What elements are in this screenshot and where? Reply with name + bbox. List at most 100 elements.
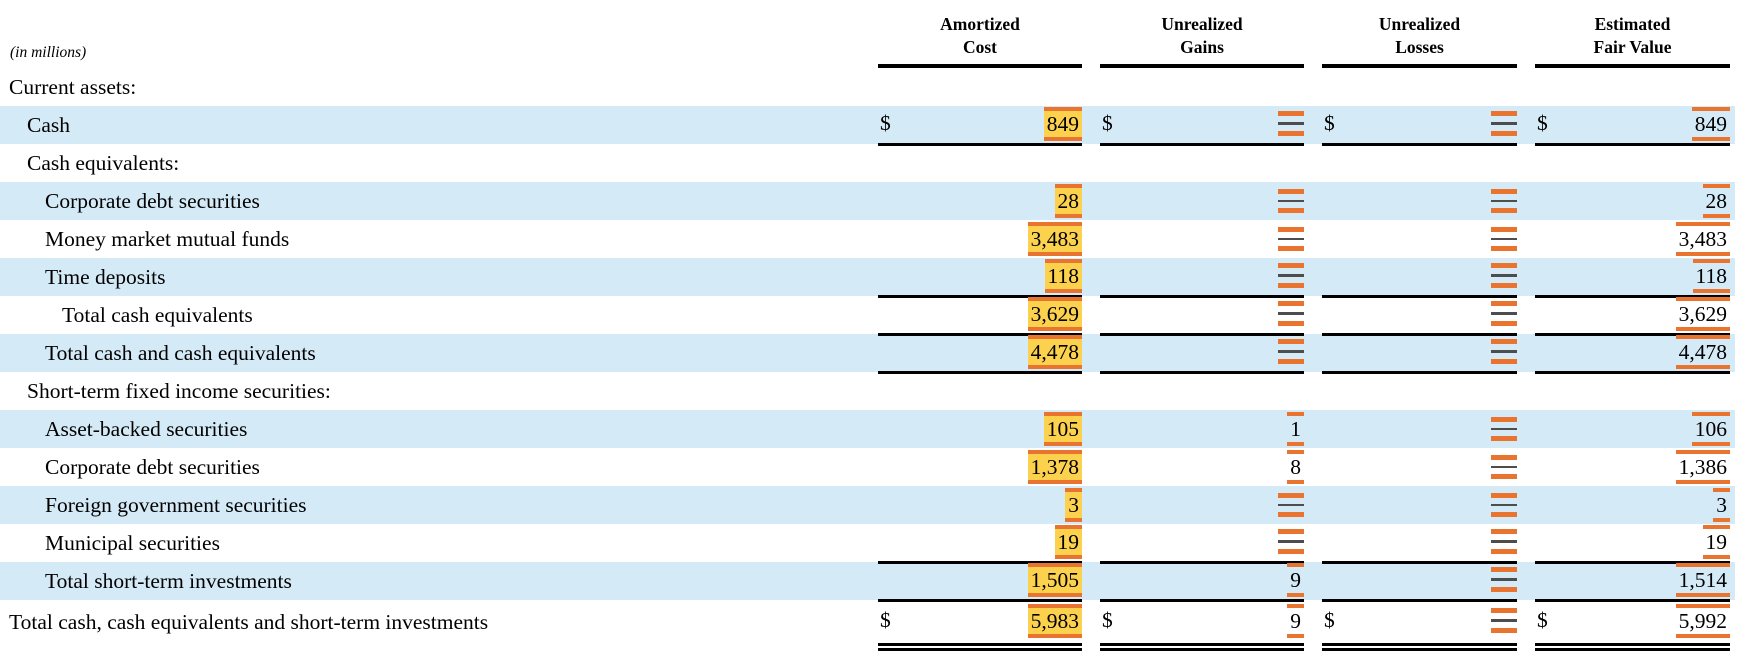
null-value-dash [1491, 226, 1517, 252]
table-row: Current assets: [0, 68, 1735, 106]
column-header-line: Amortized [940, 14, 1020, 34]
em-dash [1491, 350, 1517, 353]
em-dash [1491, 619, 1517, 622]
value-cell: 3,483 [1535, 220, 1730, 258]
null-value-dash [1491, 339, 1517, 364]
highlight-bar [1491, 263, 1517, 269]
highlight-bar [1491, 627, 1517, 633]
cell-value: 5,992 [1675, 603, 1730, 638]
dollar-sign: $ [1537, 111, 1548, 135]
table-header-row: (in millions) Amortized Cost Unrealized … [0, 0, 1748, 68]
value-cell [1322, 220, 1517, 258]
cell-value: 849 [1691, 106, 1730, 141]
value-cell [878, 68, 1082, 106]
highlight-bar [1278, 358, 1304, 364]
highlight-bar [1491, 339, 1517, 345]
highlight-bar [1491, 586, 1517, 592]
cell-value: 4,478 [1027, 334, 1082, 369]
row-label: Current assets: [9, 74, 137, 99]
table-row: Cash $849 $ $ $849 [0, 105, 1735, 146]
null-value-dash [1491, 567, 1517, 592]
dollar-sign: $ [1324, 608, 1335, 632]
table-row: Time deposits 118 118 [0, 258, 1735, 298]
highlight-bar [1491, 512, 1517, 518]
highlight-bar [1491, 492, 1517, 498]
null-value-dash [1491, 529, 1517, 554]
row-label: Time deposits [45, 264, 166, 289]
highlight-bar [1278, 188, 1304, 194]
value-cell [1100, 220, 1304, 258]
value-cell [1100, 333, 1304, 374]
em-dash [1491, 465, 1517, 469]
value-cell [1322, 523, 1517, 564]
null-value-dash [1278, 263, 1304, 288]
row-label: Money market mutual funds [45, 226, 290, 251]
value-cell [1100, 523, 1304, 564]
table-row: Corporate debt securities 28 28 [0, 182, 1735, 220]
cell-value: 3,483 [1027, 222, 1082, 256]
units-label: (in millions) [10, 44, 87, 61]
highlight-bar [1491, 436, 1517, 442]
cell-value: 3,629 [1675, 296, 1730, 331]
column-header-estimated-fair-value: Estimated Fair Value [1535, 13, 1730, 68]
cell-value: 118 [1044, 258, 1082, 293]
value-cell: 19 [878, 523, 1082, 564]
highlight-bar [1278, 111, 1304, 117]
value-cell: $849 [878, 105, 1082, 146]
table-row: Money market mutual funds 3,483 3,483 [0, 220, 1735, 258]
row-label: Total cash equivalents [62, 302, 253, 327]
row-label: Corporate debt securities [45, 454, 260, 479]
value-cell [878, 144, 1082, 182]
highlight-bar [1491, 454, 1517, 460]
em-dash [1278, 237, 1304, 241]
highlight-bar [1491, 301, 1517, 307]
em-dash [1491, 122, 1517, 125]
highlight-bar [1491, 130, 1517, 136]
highlight-bar [1278, 529, 1304, 535]
cell-value: 1,514 [1675, 562, 1730, 597]
highlight-bar [1491, 208, 1517, 214]
value-cell [1100, 182, 1304, 220]
cell-value: 1,378 [1027, 450, 1082, 484]
dollar-sign: $ [1102, 608, 1113, 632]
em-dash [1491, 312, 1517, 315]
null-value-dash [1491, 188, 1517, 214]
value-cell: $9 [1100, 599, 1304, 651]
null-value-dash [1491, 608, 1517, 633]
table-row: Asset-backed securities 105 1 106 [0, 410, 1735, 448]
dollar-sign: $ [1537, 608, 1548, 632]
cell-value: 849 [1043, 106, 1082, 141]
null-value-dash [1278, 301, 1304, 326]
column-header-line: Unrealized [1161, 14, 1243, 34]
em-dash [1278, 122, 1304, 125]
value-cell: $ [1322, 105, 1517, 146]
column-header-line: Fair Value [1593, 37, 1672, 57]
cell-value: 1,505 [1027, 562, 1082, 597]
highlight-bar [1491, 474, 1517, 480]
column-header-unrealized-losses: Unrealized Losses [1322, 13, 1517, 68]
value-cell [1535, 68, 1730, 106]
row-label: Municipal securities [45, 530, 220, 555]
value-cell: 1,378 [878, 448, 1082, 486]
highlight-bar [1491, 548, 1517, 554]
em-dash [1491, 199, 1517, 203]
row-label: Cash equivalents: [27, 150, 180, 175]
dollar-sign: $ [880, 608, 891, 632]
highlight-bar [1278, 339, 1304, 345]
value-cell: $ [1322, 599, 1517, 651]
em-dash [1491, 540, 1517, 543]
em-dash [1491, 274, 1517, 277]
null-value-dash [1491, 301, 1517, 326]
em-dash [1278, 350, 1304, 353]
em-dash [1278, 540, 1304, 543]
em-dash [1278, 503, 1304, 507]
null-value-dash [1278, 529, 1304, 554]
cell-value: 19 [1702, 524, 1730, 559]
table-row: Cash equivalents: [0, 144, 1735, 182]
highlight-bar [1491, 226, 1517, 232]
value-cell [1100, 144, 1304, 182]
dollar-sign: $ [1324, 111, 1335, 135]
table-row: Municipal securities 19 19 [0, 523, 1735, 564]
null-value-dash [1491, 263, 1517, 288]
